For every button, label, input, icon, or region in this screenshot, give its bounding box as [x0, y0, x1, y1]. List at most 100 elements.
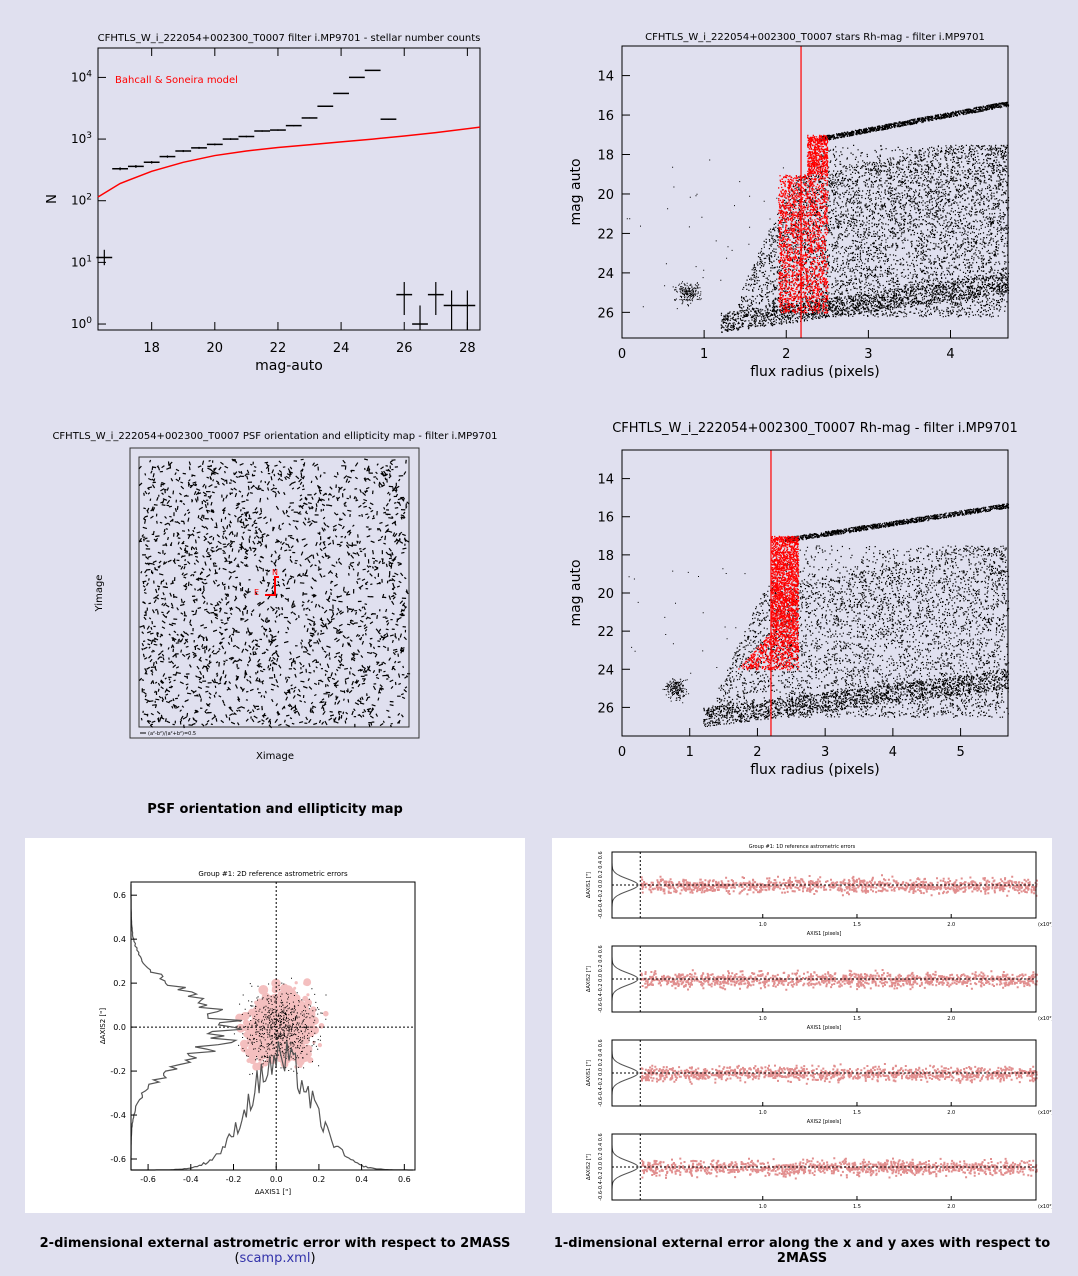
- plot-frame: [130, 881, 416, 1171]
- y-axis-label: ΔAXIS2 ["]: [586, 1154, 592, 1180]
- y-histogram: [130, 884, 243, 1170]
- y-tick-label: 24: [597, 663, 614, 678]
- y-tick-label: -0.6-0.4-0.2 0.0 0.2 0.4 0.6: [598, 1133, 604, 1200]
- x-tick-label: 2.0: [947, 1110, 955, 1116]
- y-tick-label: 22: [597, 227, 614, 242]
- rh-mag-svg: CFHTLS_W_i_222054+002300_T0007 stars Rh-…: [568, 32, 1010, 380]
- scamp-xml-link[interactable]: scamp.xml: [239, 1251, 311, 1266]
- marker-e: E: [254, 588, 259, 597]
- x-tick-label: 4: [946, 347, 954, 362]
- plot-frame: [611, 1039, 1037, 1107]
- x-tick-label: 1: [700, 347, 708, 362]
- x-tick-label: 2.0: [947, 1204, 955, 1210]
- scatter-points: [628, 503, 1010, 727]
- model-curve: [97, 126, 481, 198]
- x-tick-label: 1.5: [853, 1204, 861, 1210]
- y-tick-label: 0.6: [113, 891, 126, 900]
- chart-title: CFHTLS_W_i_222054+002300_T0007 filter i.…: [98, 33, 481, 44]
- astrometric-2d-svg: Group #1: 2D reference astrometric error…: [99, 870, 416, 1196]
- x-axis-label: mag-auto: [255, 358, 323, 374]
- x-tick-label: 28: [459, 341, 476, 356]
- y-tick-label: 0.0: [113, 1023, 126, 1032]
- y-axis-label: ΔAXIS1 ["]: [586, 872, 592, 898]
- x-tick-label: 0.6: [398, 1175, 411, 1184]
- galaxy-points: [628, 503, 1010, 727]
- error-points: [641, 1157, 1038, 1180]
- number-counts-svg: CFHTLS_W_i_222054+002300_T0007 filter i.…: [45, 33, 481, 374]
- error-density: [235, 978, 329, 1071]
- psf-map-chart: CFHTLS_W_i_222054+002300_T0007 PSF orien…: [40, 425, 510, 770]
- rh-mag-chart-2: CFHTLS_W_i_222054+002300_T0007 Rh-mag - …: [560, 418, 1050, 778]
- marker-n: N: [272, 568, 278, 577]
- y-tick-label: 20: [597, 188, 614, 203]
- y-tick-label: 16: [597, 109, 614, 124]
- x-tick-label: 0.0: [270, 1175, 283, 1184]
- y-tick-label: 100: [71, 316, 92, 331]
- y-tick-label: 102: [71, 193, 92, 208]
- x-scale-label: (x10⁴): [1038, 1110, 1052, 1116]
- x-axis-label: AXIS2 [pixels]: [807, 1119, 842, 1125]
- x-axis-label: flux radius (pixels): [750, 364, 880, 378]
- plot-frame: [611, 945, 1037, 1013]
- legend-text: (a²-b²)/(a²+b²)=0.5: [148, 731, 196, 737]
- astrometric-1d-svg: Group #1: 1D reference astrometric error…: [586, 844, 1053, 1219]
- y-axis-label: Yimage: [94, 575, 105, 613]
- y-tick-label: 18: [597, 149, 614, 164]
- x-tick-label: 0: [618, 347, 626, 362]
- x-tick-label: 3: [864, 347, 872, 362]
- y-tick-label: 0.2: [113, 979, 126, 988]
- err1d-caption: 1-dimensional external error along the x…: [552, 1236, 1052, 1266]
- x-tick-label: 4: [889, 745, 897, 760]
- x-axis-label: AXIS1 [pixels]: [807, 931, 842, 937]
- ellipticity-sticks: [138, 458, 411, 729]
- plot-frame: [611, 1133, 1037, 1201]
- y-tick-label: 26: [597, 701, 614, 716]
- x-tick-label: 0.4: [355, 1175, 368, 1184]
- x-tick-label: 1.0: [759, 1204, 767, 1210]
- x-axis-label: AXIS1 [pixels]: [807, 1025, 842, 1031]
- x-tick-label: 1: [686, 745, 694, 760]
- y-tick-label: -0.6-0.4-0.2 0.0 0.2 0.4 0.6: [598, 851, 604, 918]
- psf-caption: PSF orientation and ellipticity map: [25, 802, 525, 817]
- x-tick-label: 3: [821, 745, 829, 760]
- star-points: [738, 535, 800, 671]
- y-axis-label: mag auto: [568, 559, 584, 626]
- x-tick-label: 20: [207, 341, 224, 356]
- rh-mag-chart: CFHTLS_W_i_222054+002300_T0007 stars Rh-…: [560, 28, 1030, 380]
- psf-map-svg: CFHTLS_W_i_222054+002300_T0007 PSF orien…: [52, 431, 497, 762]
- x-tick-label: 22: [270, 341, 287, 356]
- y-tick-label: 16: [597, 511, 614, 526]
- number-counts-chart: CFHTLS_W_i_222054+002300_T0007 filter i.…: [30, 28, 500, 378]
- x-tick-label: 1.5: [853, 1016, 861, 1022]
- y-tick-label: 104: [71, 69, 92, 84]
- x-tick-label: 2: [753, 745, 761, 760]
- y-tick-label: 14: [597, 473, 614, 488]
- scatter-points: [626, 101, 1010, 333]
- y-tick-label: 101: [71, 254, 92, 269]
- x-tick-label: 0: [618, 745, 626, 760]
- y-axis-label: ΔAXIS2 ["]: [586, 966, 592, 992]
- x-tick-label: 0.2: [313, 1175, 326, 1184]
- x-tick-label: 18: [143, 341, 160, 356]
- orientation-marker: [265, 576, 279, 596]
- x-histogram: [131, 1041, 413, 1171]
- y-tick-label: 24: [597, 267, 614, 282]
- y-tick-label: 20: [597, 587, 614, 602]
- y-tick-label: -0.6-0.4-0.2 0.0 0.2 0.4 0.6: [598, 945, 604, 1012]
- chart-title: CFHTLS_W_i_222054+002300_T0007 Rh-mag - …: [612, 421, 1018, 436]
- y-tick-label: 18: [597, 549, 614, 564]
- plot-frame: [621, 449, 1009, 737]
- y-tick-label: 14: [597, 70, 614, 85]
- x-scale-label: (x10⁴): [1038, 922, 1052, 928]
- x-tick-label: 24: [333, 341, 350, 356]
- x-tick-label: 2: [782, 347, 790, 362]
- astrometric-2d-chart: Group #1: 2D reference astrometric error…: [25, 838, 525, 1213]
- err2d-caption-text: 2-dimensional external astrometric error…: [39, 1236, 511, 1251]
- y-tick-label: 22: [597, 625, 614, 640]
- model-legend: Bahcall & Soneira model: [115, 75, 238, 86]
- x-axis-label: ΔAXIS1 ["]: [255, 1188, 292, 1196]
- y-tick-label: 0.4: [113, 935, 126, 944]
- y-tick-label: -0.4: [110, 1111, 126, 1120]
- plot-frame: [138, 456, 410, 728]
- x-tick-label: 1.5: [853, 922, 861, 928]
